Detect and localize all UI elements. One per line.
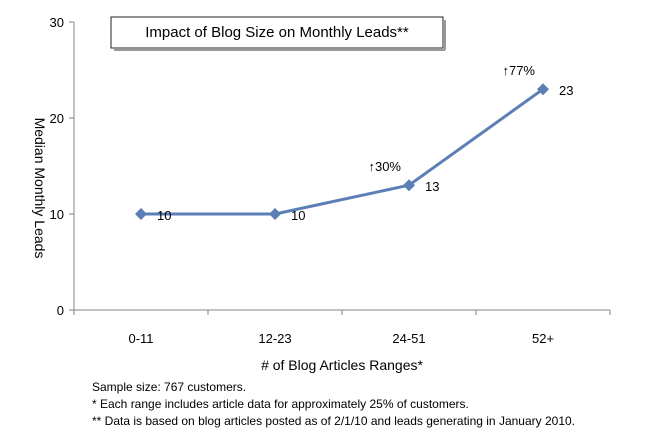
- data-footnote: ** Data is based on blog articles posted…: [92, 414, 575, 428]
- chart-title-box: [110, 16, 444, 49]
- chart-title: Impact of Blog Size on Monthly Leads**: [145, 24, 409, 41]
- range-footnote: * Each range includes article data for a…: [92, 397, 469, 411]
- y-axis-title: Median Monthly Leads: [32, 118, 48, 259]
- x-tick-label: 24-51: [392, 331, 425, 346]
- data-label: 10: [157, 208, 171, 223]
- x-tick-label: 52+: [532, 331, 554, 346]
- y-tick-label: 30: [50, 15, 64, 30]
- x-tick-label: 12-23: [258, 331, 291, 346]
- y-tick-label: 0: [57, 303, 64, 318]
- data-point-marker: [269, 208, 281, 220]
- sample-size-note: Sample size: 767 customers.: [92, 380, 247, 394]
- y-tick-label: 10: [50, 207, 64, 222]
- line-chart: 0 10 20 30 0-11 12-23 24-51 52+ 10 10 13 23 ↑30% ↑7…: [32, 15, 611, 373]
- growth-annotation: ↑30%: [368, 159, 401, 174]
- y-tick-label: 20: [50, 111, 64, 126]
- data-label: 23: [559, 83, 573, 98]
- data-point-marker: [537, 83, 549, 96]
- x-tick-label: 0-11: [128, 331, 153, 346]
- data-point-marker: [403, 179, 415, 192]
- data-point-marker: [135, 208, 147, 220]
- growth-annotation: ↑77%: [502, 63, 535, 78]
- x-axis-title: # of Blog Articles Ranges*: [261, 357, 423, 373]
- data-label: 10: [291, 208, 305, 223]
- data-label: 13: [425, 179, 439, 194]
- series-line: [141, 87, 544, 216]
